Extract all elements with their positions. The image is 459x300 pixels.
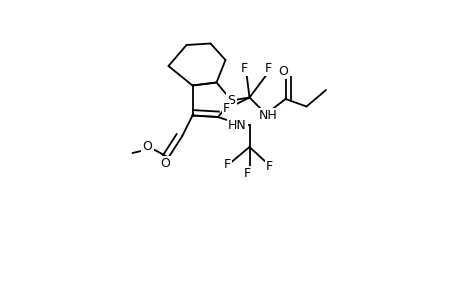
Text: F: F	[241, 62, 247, 75]
Text: O: O	[278, 65, 288, 78]
Text: F: F	[265, 160, 273, 173]
Text: S: S	[227, 94, 235, 107]
Text: NH: NH	[258, 109, 277, 122]
Text: F: F	[243, 167, 251, 180]
Text: O: O	[142, 140, 152, 153]
Text: F: F	[224, 158, 231, 171]
Text: HN: HN	[227, 119, 246, 132]
Text: O: O	[160, 157, 170, 170]
Text: F: F	[264, 62, 271, 75]
Text: F: F	[222, 102, 230, 115]
